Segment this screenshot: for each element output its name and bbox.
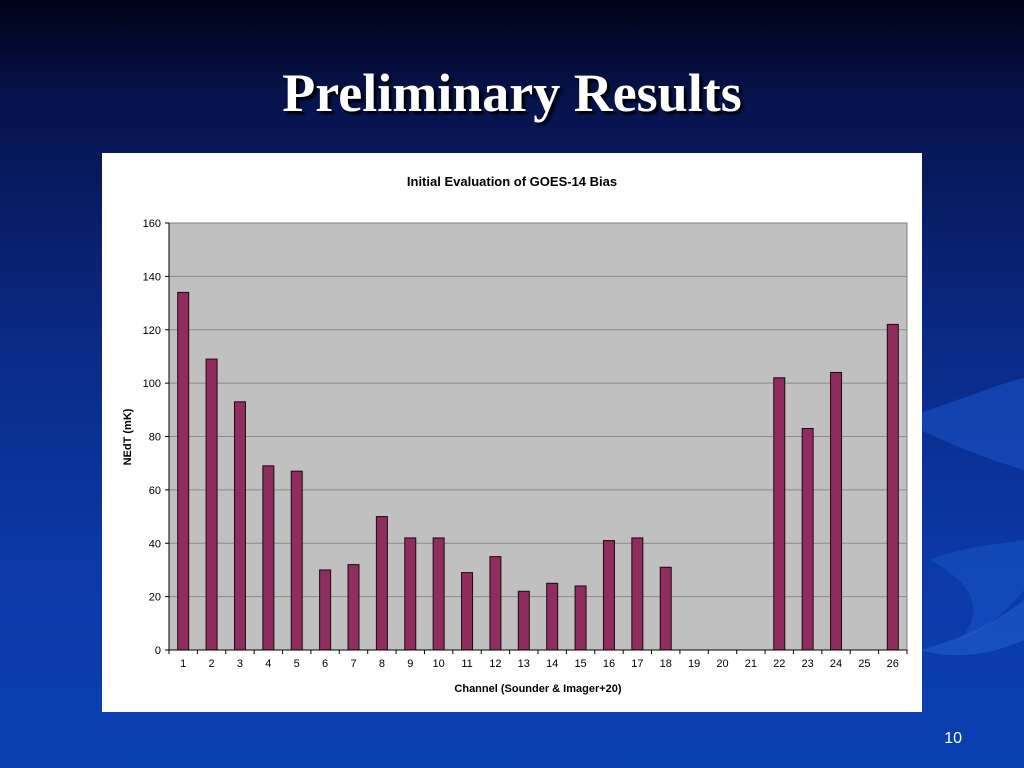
bar-channel-9	[404, 537, 417, 651]
bar-channel-26	[886, 323, 899, 651]
x-tick-label: 16	[603, 658, 615, 670]
bar-channel-13	[517, 590, 530, 651]
x-tick-label: 23	[802, 658, 814, 670]
x-tick-label: 12	[489, 658, 501, 670]
bar-channel-4	[262, 465, 275, 651]
y-tick-label: 0	[155, 645, 161, 657]
y-axis-ticks: 0 20 40 60 80 100 120 140 160	[143, 218, 169, 657]
bar-channel-24	[830, 371, 843, 651]
x-tick-label: 10	[433, 658, 445, 670]
x-tick-label: 11	[461, 658, 472, 670]
x-tick-label: 15	[574, 658, 586, 670]
x-tick-label: 8	[379, 658, 385, 670]
bar-channel-12	[489, 556, 502, 651]
y-tick-label: 20	[149, 592, 161, 604]
bar-channel-22	[773, 377, 786, 651]
slide-title: Preliminary Results	[282, 63, 742, 123]
x-axis-ticks: 1 2 3 4 5 6 7 8 9 10 11 12 13 14 15 16 17 18 19 20 21 22 23 24 2…	[168, 650, 908, 670]
bar-channel-8	[375, 516, 388, 651]
bar-channel-2	[205, 358, 218, 651]
bar-chart: Initial Evaluation of GOES-14 Bias 02040…	[122, 174, 908, 695]
x-tick-label: 22	[773, 658, 785, 670]
y-tick-label: 140	[143, 271, 161, 283]
bar-channel-18	[659, 566, 672, 651]
y-tick-label: 40	[149, 538, 161, 550]
y-tick-label: 120	[143, 325, 161, 337]
x-axis-label: Channel (Sounder & Imager+20)	[454, 683, 622, 695]
x-tick-label: 19	[688, 658, 700, 670]
bar-channel-14	[546, 582, 559, 651]
chart-title: Initial Evaluation of GOES-14 Bias	[407, 174, 617, 189]
x-tick-label: 9	[407, 658, 413, 670]
bar-series	[177, 291, 899, 651]
x-tick-label: 6	[322, 658, 328, 670]
x-tick-label: 5	[294, 658, 300, 670]
x-tick-label: 20	[716, 658, 728, 670]
bar-channel-3	[233, 401, 246, 651]
x-tick-label: 7	[350, 658, 356, 670]
y-tick-label: 100	[143, 378, 161, 390]
y-tick-label: 60	[149, 485, 161, 497]
slide-number: 10	[944, 730, 962, 747]
y-tick-label: 160	[143, 218, 161, 230]
bar-channel-6	[319, 569, 332, 651]
x-tick-label: 4	[265, 658, 271, 670]
x-tick-label: 13	[518, 658, 530, 670]
y-axis-label: NEdT (mK)	[122, 408, 134, 465]
chart-container: Initial Evaluation of GOES-14 Bias 0 20 40…	[102, 153, 922, 712]
bar-channel-1	[177, 291, 190, 651]
x-tick-label: 24	[830, 658, 842, 670]
x-tick-label: 18	[660, 658, 672, 670]
bar-channel-7	[347, 564, 360, 651]
x-tick-label: 14	[546, 658, 558, 670]
y-tick-label: 80	[149, 432, 161, 444]
x-tick-label: 2	[209, 658, 215, 670]
bar-channel-10	[432, 537, 445, 651]
x-tick-label: 17	[631, 658, 643, 670]
bar-channel-23	[801, 427, 814, 651]
x-tick-label: 1	[180, 658, 186, 670]
bar-channel-11	[461, 572, 474, 651]
bar-channel-15	[574, 585, 587, 651]
x-tick-label: 26	[887, 658, 899, 670]
bar-channel-5	[290, 470, 303, 651]
bar-channel-16	[602, 540, 615, 651]
bar-channel-17	[631, 537, 644, 651]
x-tick-label: 3	[237, 658, 243, 670]
x-tick-label: 21	[745, 658, 757, 670]
x-tick-label: 25	[858, 658, 870, 670]
